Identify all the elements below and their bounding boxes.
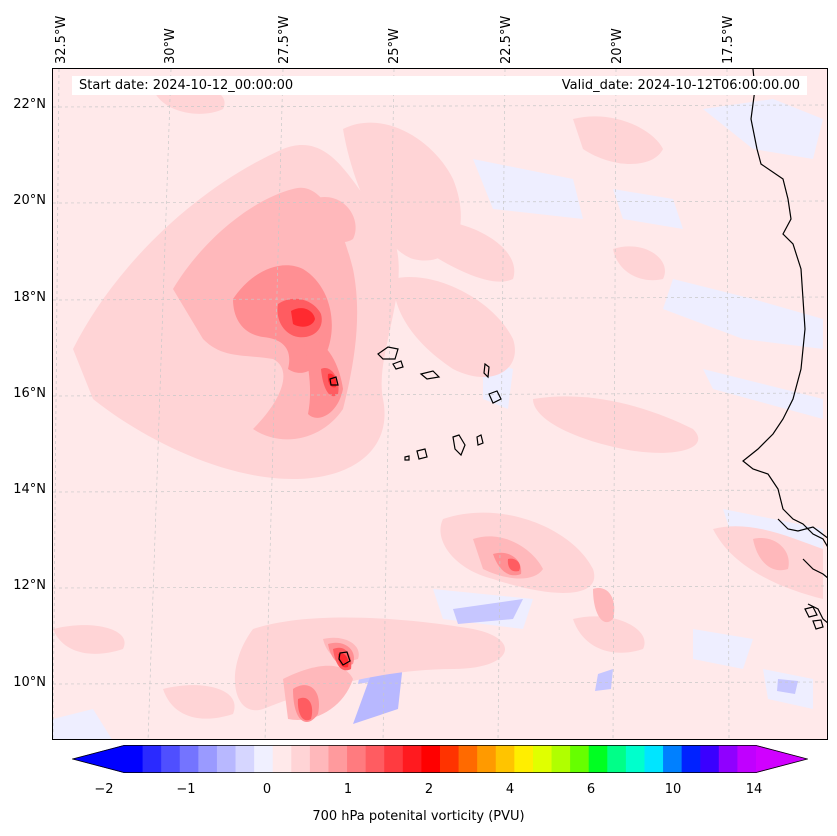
colorbar-segment (570, 745, 590, 773)
colorbar-segment (402, 745, 423, 773)
colorbar-segment (644, 745, 664, 773)
lat-label-16n: 16°N (13, 386, 46, 401)
lon-label-30w: 30°W (163, 28, 178, 64)
colorbar-segment (532, 745, 553, 773)
colorbar-segment (551, 745, 571, 773)
colorbar-segment (625, 745, 646, 773)
positive-pv-level1 (53, 85, 823, 719)
lat-label-18n: 18°N (13, 290, 46, 305)
colorbar-segment (477, 745, 497, 773)
colorbar-segment (421, 745, 441, 773)
colorbar-tick-label: 6 (586, 782, 596, 797)
gridlines (53, 69, 827, 739)
colorbar-extend-max (756, 745, 808, 773)
colorbar-segment (458, 745, 478, 773)
colorbar-segment (142, 745, 162, 773)
lon-label-17-5w: 17.5°W (721, 15, 736, 64)
lon-label-25w: 25°W (387, 28, 402, 64)
island-boavista (488, 390, 502, 404)
lon-label-22-5w: 22.5°W (499, 15, 514, 64)
positive-pv-cores (291, 308, 349, 668)
colorbar-segment (179, 745, 199, 773)
senegal-coastline (777, 518, 827, 539)
colorbar-segment (235, 745, 255, 773)
colorbar-tick-label: −1 (176, 782, 196, 797)
island-brava (404, 455, 410, 461)
colorbar-outline (70, 745, 810, 773)
colorbar-segment (272, 745, 292, 773)
colorbar-segment (663, 745, 683, 773)
colorbar-segment (440, 745, 460, 773)
colorbar-segment (514, 745, 534, 773)
colorbar-segment (700, 745, 720, 773)
colorbar-segment (588, 745, 608, 773)
lat-label-10n: 10°N (13, 675, 46, 690)
map-panel (52, 68, 828, 740)
colorbar-segment (216, 745, 237, 773)
start-date-label: Start date: 2024-10-12_00:00:00 (79, 78, 294, 93)
colorbar-segment (161, 745, 181, 773)
colorbar-tick-label: 10 (664, 782, 682, 797)
colorbar-segment (291, 745, 311, 773)
vortex-marker-16n (329, 376, 339, 386)
island-santo-antao (377, 346, 399, 360)
colorbar-segment (495, 745, 515, 773)
colorbar (70, 745, 810, 773)
colorbar-tick-label: 2 (424, 782, 434, 797)
island-sao-vicente (392, 360, 404, 370)
island-sao-nicolau (419, 370, 441, 380)
colorbar-svg (70, 745, 810, 773)
colorbar-title: 700 hPa potenital vorticity (PVU) (312, 809, 525, 824)
pv-field-map (53, 69, 827, 739)
colorbar-segment (309, 745, 330, 773)
colorbar-tick-label: 0 (262, 782, 272, 797)
island-fogo (416, 448, 428, 460)
colorbar-segment (737, 745, 757, 773)
vortex-marker-10n (338, 651, 351, 666)
lon-label-27-5w: 27.5°W (277, 15, 292, 64)
colorbar-segment (365, 745, 385, 773)
colorbar-tick-label: −2 (94, 782, 114, 797)
colorbar-segment (607, 745, 627, 773)
map-info-bar: Start date: 2024-10-12_00:00:00 Valid_da… (72, 76, 807, 95)
colorbar-tick-label: 4 (505, 782, 515, 797)
island-sal (483, 362, 490, 379)
colorbar-segment (718, 745, 739, 773)
colorbar-segment (347, 745, 367, 773)
lat-label-22n: 22°N (13, 97, 46, 112)
valid-date-label: Valid_date: 2024-10-12T06:00:00.00 (561, 78, 800, 93)
lat-label-12n: 12°N (13, 578, 46, 593)
lat-label-20n: 20°N (13, 193, 46, 208)
colorbar-segment (124, 745, 144, 773)
lat-label-14n: 14°N (13, 482, 46, 497)
colorbar-segment (198, 745, 218, 773)
bijagos-islands (804, 606, 824, 630)
colorbar-segment (384, 745, 404, 773)
colorbar-segment (254, 745, 274, 773)
colorbar-tick-label: 14 (745, 782, 763, 797)
colorbar-segment (328, 745, 348, 773)
lon-label-20w: 20°W (610, 28, 625, 64)
coastlines (329, 69, 827, 666)
colorbar-segment (681, 745, 701, 773)
island-santiago (452, 434, 466, 457)
colorbar-extend-min (72, 745, 124, 773)
africa-coastline (742, 69, 827, 547)
island-maio (476, 434, 484, 446)
lon-label-32-5w: 32.5°W (54, 15, 69, 64)
colorbar-tick-label: 1 (343, 782, 353, 797)
